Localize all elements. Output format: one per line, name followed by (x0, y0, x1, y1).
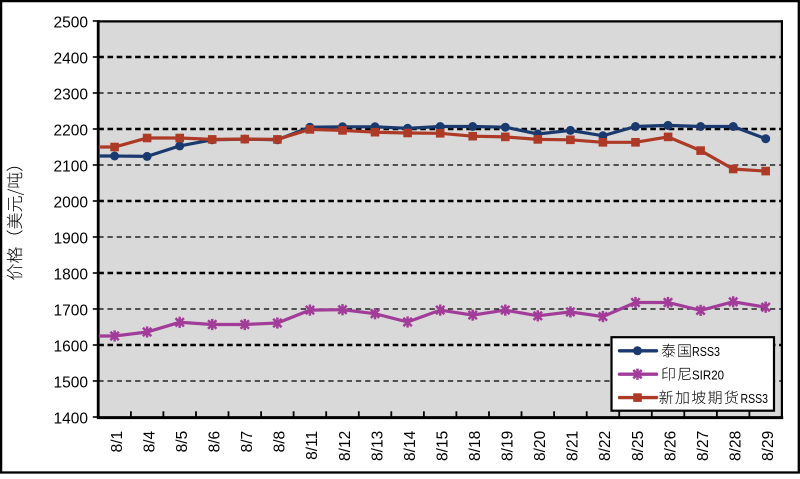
svg-text:8/12: 8/12 (337, 431, 354, 461)
svg-text:8/15: 8/15 (435, 431, 452, 461)
svg-text:1400: 1400 (54, 410, 89, 427)
svg-text:2400: 2400 (54, 50, 89, 67)
svg-text:8/18: 8/18 (467, 431, 484, 461)
svg-text:8/5: 8/5 (174, 431, 191, 453)
svg-text:8/19: 8/19 (500, 431, 517, 461)
svg-text:8/6: 8/6 (207, 431, 224, 453)
svg-text:SIR20: SIR20 (692, 368, 724, 383)
svg-text:8/29: 8/29 (760, 431, 777, 461)
svg-text:8/20: 8/20 (532, 430, 549, 461)
svg-text:8/13: 8/13 (369, 431, 386, 461)
svg-text:8/11: 8/11 (304, 431, 321, 460)
svg-text:8/8: 8/8 (272, 431, 289, 453)
svg-text:2000: 2000 (54, 194, 89, 211)
svg-text:1800: 1800 (54, 266, 89, 283)
svg-text:1900: 1900 (54, 230, 89, 247)
svg-text:1500: 1500 (54, 374, 89, 391)
svg-text:2200: 2200 (54, 122, 89, 139)
svg-text:2100: 2100 (54, 158, 89, 175)
svg-text:8/14: 8/14 (402, 430, 419, 461)
svg-text:8/28: 8/28 (728, 431, 745, 461)
svg-text:1600: 1600 (54, 338, 89, 355)
svg-text:1700: 1700 (54, 302, 89, 319)
svg-text:8/1: 8/1 (109, 431, 126, 453)
svg-text:8/25: 8/25 (630, 431, 647, 461)
svg-text:8/22: 8/22 (597, 431, 614, 461)
svg-text:2300: 2300 (54, 86, 89, 103)
svg-text:2500: 2500 (54, 14, 89, 31)
svg-text:RSS3: RSS3 (692, 344, 720, 359)
svg-text:8/7: 8/7 (239, 431, 256, 453)
svg-text:RSS3: RSS3 (741, 391, 769, 406)
svg-text:8/26: 8/26 (662, 431, 679, 461)
svg-text:8/4: 8/4 (141, 430, 158, 452)
svg-text:8/21: 8/21 (565, 431, 582, 461)
svg-text:8/27: 8/27 (695, 431, 712, 461)
